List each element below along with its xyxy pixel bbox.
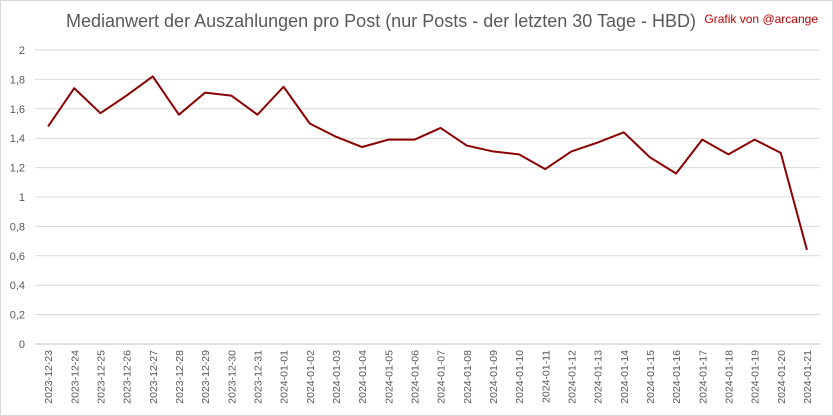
x-tick-label: 2023-12-29 <box>200 350 212 404</box>
x-tick-label: 2024-01-20 <box>776 350 788 404</box>
data-point <box>282 85 286 89</box>
data-point <box>98 111 102 115</box>
y-tick-label: 1,2 <box>10 163 25 175</box>
x-tick-label: 2023-12-25 <box>95 350 107 404</box>
x-tick-label: 2023-12-31 <box>252 350 264 404</box>
x-tick-label: 2024-01-13 <box>593 350 605 404</box>
x-tick-label: 2024-01-12 <box>566 350 578 404</box>
y-tick-label: 0,6 <box>10 251 25 263</box>
data-point <box>726 152 730 156</box>
x-tick-label: 2024-01-01 <box>279 350 291 404</box>
data-point <box>151 74 155 78</box>
data-point <box>674 171 678 175</box>
chart-title: Medianwert der Auszahlungen pro Post (nu… <box>66 11 696 31</box>
data-point <box>386 138 390 142</box>
y-tick-label: 1,6 <box>10 104 25 116</box>
x-tick-label: 2024-01-14 <box>619 350 631 404</box>
x-tick-label: 2024-01-15 <box>645 350 657 404</box>
x-tick-label: 2024-01-17 <box>697 350 709 404</box>
data-point <box>255 113 259 117</box>
series-group <box>46 74 809 252</box>
x-tick-label: 2024-01-11 <box>540 350 552 403</box>
y-tick-label: 0 <box>19 339 25 351</box>
data-point <box>46 124 50 128</box>
data-point <box>72 86 76 90</box>
series-line <box>47 75 808 251</box>
chart-credit: Grafik von @arcange <box>704 12 818 26</box>
y-tick-label: 0,8 <box>10 221 25 233</box>
data-point <box>805 248 809 252</box>
y-tick-label: 1,8 <box>10 74 25 86</box>
y-tick-label: 0,2 <box>10 310 25 322</box>
x-tick-label: 2024-01-10 <box>514 350 526 404</box>
data-point <box>491 149 495 153</box>
grid-lines <box>35 49 820 345</box>
x-tick-label: 2023-12-30 <box>226 350 238 404</box>
y-tick-label: 0,4 <box>10 280 25 292</box>
x-tick-label: 2024-01-16 <box>671 350 683 404</box>
data-point <box>569 149 573 153</box>
x-tick-label: 2024-01-09 <box>488 350 500 404</box>
x-tick-label: 2023-12-27 <box>148 350 160 404</box>
x-axis-ticks: 2023-12-23 2023-12-24 2023-12-25 2023-12-26… <box>43 350 814 404</box>
data-point <box>308 122 312 126</box>
data-point <box>648 155 652 159</box>
x-tick-label: 2024-01-08 <box>462 350 474 404</box>
data-point <box>622 130 626 134</box>
data-point <box>596 141 600 145</box>
data-point <box>543 167 547 171</box>
data-point <box>203 91 207 95</box>
x-tick-label: 2023-12-28 <box>174 350 186 404</box>
x-tick-label: 2024-01-18 <box>723 350 735 404</box>
y-tick-label: 1 <box>19 192 25 204</box>
data-point <box>439 126 443 130</box>
x-tick-label: 2024-01-02 <box>305 350 317 404</box>
x-tick-label: 2023-12-23 <box>43 350 55 404</box>
y-tick-label: 2 <box>19 45 25 57</box>
x-tick-label: 2024-01-06 <box>409 350 421 404</box>
data-point <box>360 145 364 149</box>
data-point <box>517 152 521 156</box>
data-point <box>779 151 783 155</box>
data-point <box>465 144 469 148</box>
x-tick-label: 2024-01-03 <box>331 350 343 404</box>
data-point <box>229 94 233 98</box>
x-tick-label: 2023-12-24 <box>69 350 81 404</box>
data-point <box>125 94 129 98</box>
data-point <box>334 135 338 139</box>
data-point <box>753 138 757 142</box>
x-tick-label: 2024-01-19 <box>750 350 762 404</box>
x-tick-label: 2024-01-07 <box>436 350 448 404</box>
data-point <box>412 138 416 142</box>
x-tick-label: 2024-01-04 <box>357 350 369 404</box>
x-tick-label: 2023-12-26 <box>122 350 134 404</box>
data-point <box>700 138 704 142</box>
y-axis-ticks: 0 0,2 0,4 0,6 0,8 1 1,2 1,4 1,6 1,8 2 <box>10 45 25 351</box>
x-tick-label: 2024-01-21 <box>802 350 814 404</box>
data-point <box>177 113 181 117</box>
y-tick-label: 1,4 <box>10 133 25 145</box>
x-tick-label: 2024-01-05 <box>383 350 395 404</box>
